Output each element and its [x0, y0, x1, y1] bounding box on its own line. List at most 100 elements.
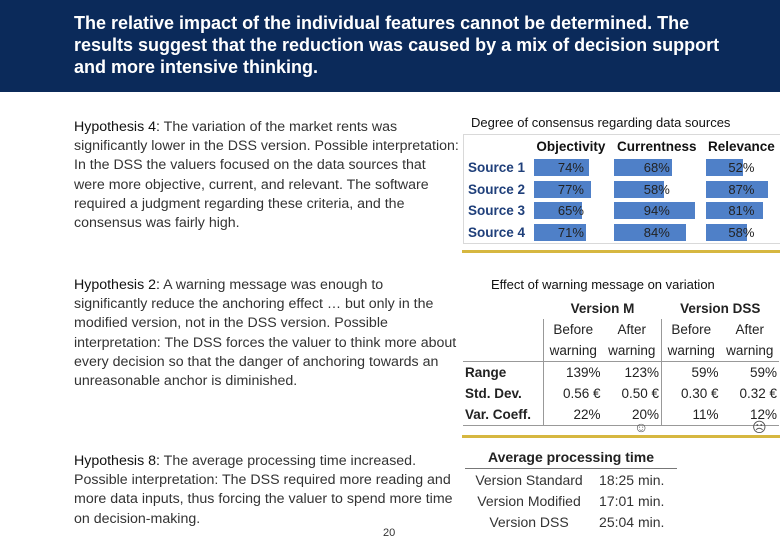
- consensus-cell: 81%: [703, 200, 780, 222]
- sub-header: warning: [661, 340, 721, 362]
- consensus-row: Source 4 71% 84% 58%: [464, 222, 780, 244]
- warning-row: Var. Coeff. 22% 20% 11% 12%: [463, 404, 779, 426]
- warning-value: 20%: [602, 404, 662, 426]
- warning-value: 139%: [542, 361, 603, 383]
- hypothesis-8-text: Hypothesis 8: The average processing tim…: [74, 452, 460, 529]
- source-label: Source 3: [468, 203, 526, 219]
- consensus-bar: [705, 159, 743, 177]
- column-header: Relevance: [707, 138, 775, 154]
- warning-value: 11%: [661, 404, 721, 426]
- consensus-bar: [613, 223, 686, 241]
- source-label: Source 2: [468, 181, 526, 197]
- warning-row: Std. Dev. 0.56 € 0.50 €0.30 € 0.32 €: [463, 383, 779, 404]
- sub-header: Before: [661, 319, 721, 340]
- sub-header: After: [735, 322, 765, 337]
- source-label: Source 1: [468, 160, 526, 176]
- warning-caption: Effect of warning message on variation: [491, 277, 715, 292]
- consensus-value: 87%: [728, 181, 755, 197]
- processing-title: Average processing time: [465, 445, 677, 469]
- consensus-value: 52%: [728, 160, 755, 176]
- processing-row: Version Modified 17:01 min.: [465, 490, 677, 511]
- consensus-value: 81%: [728, 203, 755, 219]
- slide-title: The relative impact of the individual fe…: [74, 13, 720, 77]
- hypothesis-label: Hypothesis 8:: [74, 453, 160, 469]
- consensus-cell: 84%: [611, 222, 703, 244]
- consensus-cell: 68%: [611, 157, 703, 179]
- consensus-value: 84%: [643, 224, 670, 240]
- consensus-row: Source 3 65% 94% 81%: [464, 200, 780, 222]
- consensus-bar: [705, 202, 764, 220]
- corner-cell: [463, 319, 544, 340]
- page-number: 20: [383, 527, 396, 539]
- source-label: Source 4: [468, 224, 526, 240]
- sub-header: warning: [608, 343, 656, 358]
- sub-header: Before: [542, 319, 603, 340]
- divider-rule: [462, 250, 780, 253]
- warning-value: 123%: [602, 361, 662, 383]
- version-label: Version Standard: [475, 471, 583, 488]
- processing-row: Version Standard 18:25 min.: [465, 469, 677, 491]
- sub-header: After: [617, 322, 647, 337]
- consensus-bar: [705, 180, 768, 198]
- hypothesis-body: The average processing time increased. P…: [74, 453, 453, 527]
- smiley-icon: ☺: [634, 419, 649, 435]
- warning-value: 59%: [661, 361, 721, 383]
- warning-value: 0.56 €: [542, 383, 603, 404]
- hypothesis-4-text: Hypothesis 4: The variation of the marke…: [74, 118, 460, 233]
- consensus-bar: [613, 202, 695, 220]
- metric-label: Range: [463, 361, 544, 383]
- consensus-cell: 71%: [531, 222, 611, 244]
- metric-label: Var. Coeff.: [463, 404, 544, 426]
- warning-value: 0.32 €: [739, 386, 777, 401]
- column-header: Currentness: [617, 138, 697, 154]
- consensus-value: 94%: [643, 203, 670, 219]
- consensus-cell: 65%: [531, 200, 611, 222]
- hypothesis-label: Hypothesis 4:: [74, 119, 160, 135]
- consensus-row: Source 1 74% 68% 52%: [464, 157, 780, 179]
- corner-cell: [463, 298, 544, 319]
- processing-row: Version DSS 25:04 min.: [465, 511, 677, 532]
- consensus-bar: [613, 180, 664, 198]
- consensus-bar: [534, 223, 587, 241]
- corner-cell: [464, 135, 531, 157]
- warning-table: Version M Version DSS Before After Befor…: [463, 298, 779, 426]
- consensus-value: 77%: [557, 181, 584, 197]
- processing-time-value: 18:25 min.: [599, 471, 665, 488]
- consensus-row: Source 2 77% 58% 87%: [464, 179, 780, 201]
- consensus-table: Objectivity Currentness Relevance Source…: [463, 134, 780, 244]
- version-label: Version DSS: [489, 513, 569, 530]
- consensus-cell: 87%: [703, 179, 780, 201]
- processing-time-value: 17:01 min.: [599, 492, 665, 509]
- processing-time-value: 25:04 min.: [599, 513, 665, 530]
- version-header: Version DSS: [680, 301, 761, 316]
- warning-row: Range 139% 123% 59% 59%: [463, 361, 779, 383]
- consensus-cell: 58%: [703, 222, 780, 244]
- hypothesis-2-text: Hypothesis 2: A warning message was enou…: [74, 276, 460, 391]
- warning-value: 59%: [720, 361, 779, 383]
- processing-time-table: Average processing time Version Standard…: [465, 445, 677, 532]
- consensus-value: 74%: [557, 160, 584, 176]
- consensus-value: 68%: [643, 160, 670, 176]
- consensus-value: 65%: [557, 203, 584, 219]
- metric-label: Std. Dev.: [465, 386, 522, 401]
- consensus-caption: Degree of consensus regarding data sourc…: [471, 115, 731, 130]
- consensus-cell: 77%: [531, 179, 611, 201]
- hypothesis-body: A warning message was enough to signific…: [74, 277, 457, 390]
- version-label: Version Modified: [477, 492, 581, 509]
- consensus-value: 58%: [643, 181, 670, 197]
- header-banner: The relative impact of the individual fe…: [0, 0, 780, 92]
- consensus-bar: [613, 159, 673, 177]
- consensus-bar: [705, 223, 748, 241]
- consensus-bar: [534, 202, 582, 220]
- sub-header: warning: [542, 340, 603, 362]
- consensus-cell: 74%: [531, 157, 611, 179]
- corner-cell: [463, 340, 544, 362]
- warning-value: 22%: [542, 404, 603, 426]
- consensus-cell: 52%: [703, 157, 780, 179]
- warning-value: 0.30 €: [661, 383, 721, 404]
- warning-value: 12%: [720, 404, 779, 426]
- consensus-cell: 58%: [611, 179, 703, 201]
- hypothesis-body: The variation of the market rents was si…: [74, 119, 459, 232]
- consensus-bar: [534, 159, 589, 177]
- consensus-value: 71%: [557, 224, 584, 240]
